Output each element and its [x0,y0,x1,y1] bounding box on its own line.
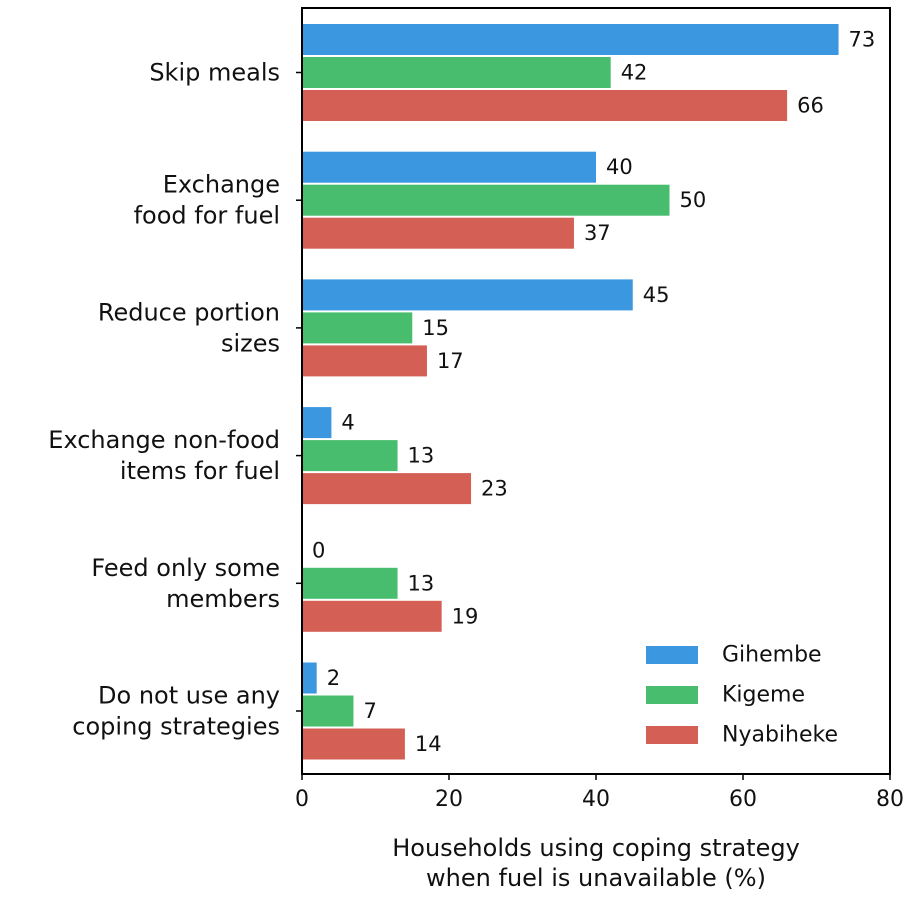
data-label-gihembe-1: 40 [606,155,633,179]
data-label-kigeme-5: 7 [363,699,376,723]
y-tick-label-1-0: Exchange [163,171,280,199]
bar-kigeme-5 [302,695,354,727]
x-axis-title-line-1: when fuel is unavailable (%) [426,864,766,892]
bar-kigeme-3 [302,440,398,472]
y-tick-label-4-1: members [166,585,280,613]
data-labels-layer: 73 42 66 40 50 37 45 15 17 4 13 23 0 13 19 27 14 [312,28,875,757]
legend-swatch-gihembe [646,646,698,664]
bar-kigeme-0 [302,57,611,88]
y-tick-label-3-0: Exchange non-food [48,426,280,454]
legend-swatch-nyabiheke [646,726,698,744]
bar-nyabiheke-0 [302,90,788,121]
x-tick-label-2: 40 [582,787,610,812]
data-label-kigeme-0: 42 [621,61,648,85]
data-label-nyabiheke-1: 37 [584,221,611,245]
bar-gihembe-0 [302,24,839,55]
legend: Gihembe Kigeme Nyabiheke [646,643,838,748]
data-label-gihembe-4: 0 [312,538,325,562]
bar-nyabiheke-2 [302,345,427,377]
y-tick-label-4-0: Feed only some [91,554,280,582]
bar-gihembe-2 [302,279,633,311]
data-label-gihembe-0: 73 [849,28,876,52]
data-label-nyabiheke-5: 14 [415,732,442,756]
x-tick-label-1: 20 [435,787,463,812]
bar-kigeme-1 [302,184,670,216]
x-tick-label-4: 80 [876,787,904,812]
x-axis-title-line-0: Households using coping strategy [392,834,800,862]
y-tick-label-5-1: coping strategies [72,713,280,741]
data-label-gihembe-3: 4 [341,411,354,435]
data-label-kigeme-1: 50 [680,188,707,212]
bar-nyabiheke-4 [302,600,442,632]
x-axis-ticks: 0 20 40 60 80 [295,774,904,812]
bar-kigeme-4 [302,567,398,599]
data-label-nyabiheke-4: 19 [452,604,479,628]
x-tick-label-0: 0 [295,787,309,812]
data-label-kigeme-3: 13 [408,444,435,468]
bar-nyabiheke-3 [302,473,472,505]
x-tick-label-3: 60 [729,787,757,812]
data-label-nyabiheke-2: 17 [437,349,464,373]
bar-nyabiheke-1 [302,217,574,249]
legend-label-nyabiheke: Nyabiheke [722,723,838,748]
y-tick-label-1-1: food for fuel [134,202,280,230]
data-label-gihembe-2: 45 [643,283,670,307]
legend-swatch-kigeme [646,686,698,704]
plot-frame [301,7,891,775]
bar-gihembe-3 [302,407,332,439]
data-label-gihembe-5: 2 [327,666,340,690]
legend-label-kigeme: Kigeme [722,683,805,708]
data-label-kigeme-2: 15 [422,316,449,340]
y-tick-label-5-0: Do not use any [98,682,280,710]
bar-gihembe-1 [302,151,596,183]
bar-nyabiheke-5 [302,728,405,760]
bars-layer [302,24,839,760]
data-label-kigeme-4: 13 [408,571,435,595]
y-tick-label-3-1: items for fuel [120,457,280,485]
bar-gihembe-5 [302,662,317,694]
y-tick-label-0-0: Skip meals [149,59,280,87]
data-label-nyabiheke-0: 66 [797,94,824,118]
y-axis-tick-labels: Skip meals Exchange food for fuel Reduce po… [48,59,302,741]
data-label-nyabiheke-3: 23 [481,477,508,501]
legend-label-gihembe: Gihembe [722,643,822,668]
bar-kigeme-2 [302,312,413,344]
y-tick-label-2-0: Reduce portion [98,298,280,326]
y-tick-label-2-1: sizes [221,329,280,357]
